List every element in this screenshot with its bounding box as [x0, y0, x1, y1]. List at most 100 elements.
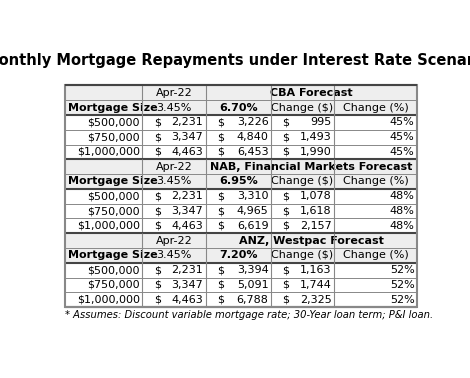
Text: $750,000: $750,000: [87, 206, 140, 216]
Text: Apr-22: Apr-22: [156, 88, 192, 98]
Text: $: $: [154, 221, 161, 231]
Text: NAB, Financial Markets Forecast: NAB, Financial Markets Forecast: [210, 162, 413, 172]
Text: 52%: 52%: [390, 280, 415, 290]
Text: $: $: [218, 117, 224, 127]
Text: 3,347: 3,347: [172, 206, 204, 216]
Text: 1,493: 1,493: [300, 132, 332, 142]
Bar: [65, 115, 417, 159]
Text: $: $: [218, 295, 224, 305]
Text: $500,000: $500,000: [87, 117, 140, 127]
Text: $: $: [154, 265, 161, 275]
Text: $1,000,000: $1,000,000: [77, 221, 140, 231]
Bar: [65, 263, 417, 307]
Text: 1,744: 1,744: [300, 280, 332, 290]
Text: 48%: 48%: [390, 191, 415, 201]
Text: 5,091: 5,091: [237, 280, 268, 290]
Text: $750,000: $750,000: [87, 280, 140, 290]
Text: $500,000: $500,000: [87, 191, 140, 201]
Text: 1,618: 1,618: [300, 206, 332, 216]
Text: $: $: [282, 132, 289, 142]
Text: Mortgage Size: Mortgage Size: [68, 250, 157, 260]
Text: 4,840: 4,840: [236, 132, 268, 142]
Text: * Assumes: Discount variable mortgage rate; 30-Year loan term; P&I loan.: * Assumes: Discount variable mortgage ra…: [65, 310, 433, 320]
Text: $: $: [218, 132, 224, 142]
Text: $: $: [154, 147, 161, 157]
Text: 4,965: 4,965: [237, 206, 268, 216]
Text: 7.20%: 7.20%: [219, 250, 258, 260]
Text: Mortgage Size: Mortgage Size: [68, 177, 157, 186]
Text: ANZ, Westpac Forecast: ANZ, Westpac Forecast: [239, 235, 384, 246]
Text: 6.95%: 6.95%: [219, 177, 258, 186]
Text: 3,310: 3,310: [237, 191, 268, 201]
Bar: [65, 189, 417, 233]
Text: 2,231: 2,231: [172, 265, 204, 275]
Text: 45%: 45%: [390, 147, 415, 157]
Text: $: $: [154, 191, 161, 201]
Text: Apr-22: Apr-22: [156, 162, 192, 172]
Text: 48%: 48%: [390, 221, 415, 231]
Text: 4,463: 4,463: [172, 147, 204, 157]
Text: $: $: [282, 191, 289, 201]
Text: Change (%): Change (%): [343, 102, 408, 113]
Text: $: $: [218, 221, 224, 231]
Text: 45%: 45%: [390, 132, 415, 142]
Text: 6,788: 6,788: [236, 295, 268, 305]
Text: $: $: [218, 265, 224, 275]
Text: $750,000: $750,000: [87, 132, 140, 142]
Text: 1,990: 1,990: [300, 147, 332, 157]
Text: $: $: [218, 280, 224, 290]
Text: 1,163: 1,163: [300, 265, 332, 275]
Text: $: $: [154, 280, 161, 290]
Text: $: $: [282, 265, 289, 275]
Text: $: $: [282, 117, 289, 127]
Text: Apr-22: Apr-22: [156, 235, 192, 246]
Text: CBA Forecast: CBA Forecast: [270, 88, 352, 98]
Text: 3,347: 3,347: [172, 132, 204, 142]
Bar: [65, 85, 417, 307]
Text: 6.70%: 6.70%: [219, 102, 258, 113]
Text: Change ($): Change ($): [271, 102, 334, 113]
Text: 3,226: 3,226: [237, 117, 268, 127]
Text: $: $: [218, 147, 224, 157]
Text: 2,325: 2,325: [300, 295, 332, 305]
Text: 2,231: 2,231: [172, 191, 204, 201]
Text: $500,000: $500,000: [87, 265, 140, 275]
Text: $: $: [282, 206, 289, 216]
Text: 1,078: 1,078: [300, 191, 332, 201]
Text: $: $: [154, 206, 161, 216]
Text: 4,463: 4,463: [172, 295, 204, 305]
Text: 48%: 48%: [390, 206, 415, 216]
Text: 3.45%: 3.45%: [157, 177, 192, 186]
Text: $: $: [218, 191, 224, 201]
Text: $1,000,000: $1,000,000: [77, 295, 140, 305]
Text: 2,157: 2,157: [300, 221, 332, 231]
Text: $: $: [154, 132, 161, 142]
Text: 52%: 52%: [390, 295, 415, 305]
Text: $: $: [218, 206, 224, 216]
Text: 6,453: 6,453: [237, 147, 268, 157]
Text: Change ($): Change ($): [271, 250, 334, 260]
Text: Change (%): Change (%): [343, 177, 408, 186]
Text: Mortgage Size: Mortgage Size: [68, 102, 157, 113]
Text: 3.45%: 3.45%: [157, 102, 192, 113]
Text: 3,394: 3,394: [237, 265, 268, 275]
Text: $: $: [282, 280, 289, 290]
Text: 52%: 52%: [390, 265, 415, 275]
Text: 4,463: 4,463: [172, 221, 204, 231]
Text: 995: 995: [311, 117, 332, 127]
Text: 45%: 45%: [390, 117, 415, 127]
Text: 3,347: 3,347: [172, 280, 204, 290]
Text: 2,231: 2,231: [172, 117, 204, 127]
Text: 6,619: 6,619: [237, 221, 268, 231]
Text: 3.45%: 3.45%: [157, 250, 192, 260]
Text: $: $: [282, 147, 289, 157]
Text: $: $: [154, 117, 161, 127]
Text: Change ($): Change ($): [271, 177, 334, 186]
Text: $1,000,000: $1,000,000: [77, 147, 140, 157]
Bar: [65, 85, 417, 307]
Text: $: $: [282, 221, 289, 231]
Text: Change (%): Change (%): [343, 250, 408, 260]
Text: $: $: [282, 295, 289, 305]
Text: Monthly Mortgage Repayments under Interest Rate Scenarios: Monthly Mortgage Repayments under Intere…: [0, 53, 470, 68]
Text: $: $: [154, 295, 161, 305]
